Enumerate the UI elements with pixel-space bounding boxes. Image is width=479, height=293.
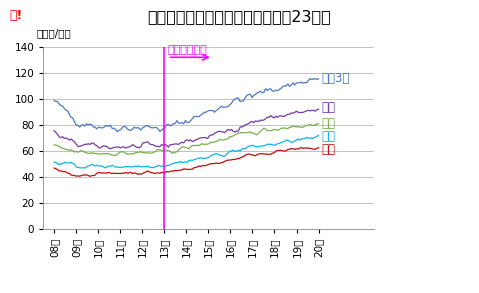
Text: 城西: 城西: [322, 101, 336, 114]
Text: 城東: 城東: [322, 143, 336, 156]
Text: アベノミクス: アベノミクス: [168, 45, 207, 55]
Text: 中古マンション成約単価の推移（23区）: 中古マンション成約単価の推移（23区）: [148, 9, 331, 24]
Text: 城北: 城北: [322, 130, 336, 143]
Text: マ!: マ!: [10, 9, 23, 22]
Text: （万円/㎡）: （万円/㎡）: [36, 28, 71, 38]
Text: 城南: 城南: [322, 117, 336, 130]
Text: 都心3区: 都心3区: [322, 71, 350, 84]
